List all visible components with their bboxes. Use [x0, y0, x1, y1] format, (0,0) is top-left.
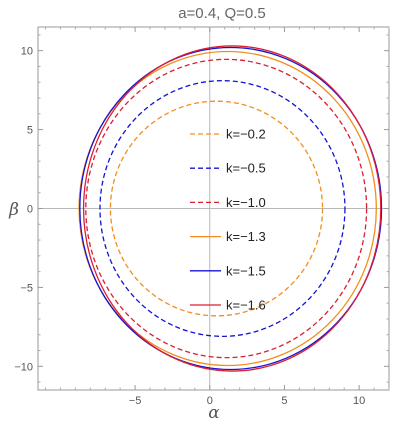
curves-group [78, 45, 383, 372]
legend-label-2: k=−0.5 [226, 161, 266, 176]
legend-label-4: k=−1.3 [226, 229, 266, 244]
axes-lines [38, 27, 389, 390]
legend-label-5: k=−1.5 [226, 263, 266, 278]
y-tick-label: 5 [27, 125, 33, 137]
series-curve-3 [85, 58, 368, 359]
x-axis-title: α [208, 403, 220, 423]
legend-label-6: k=−1.6 [226, 298, 266, 313]
y-tick-label: −5 [20, 282, 33, 294]
x-tick-label: 5 [281, 395, 287, 407]
chart-title: a=0.4, Q=0.5 [178, 5, 266, 22]
y-tick-label: 0 [27, 204, 33, 216]
y-tick-label: 10 [21, 46, 33, 58]
ticks-group: −5 0 5 10 −10 −5 0 5 10 [14, 27, 390, 407]
x-tick-label: −5 [129, 395, 142, 407]
y-axis-title: β [8, 200, 19, 220]
legend: k=−0.2 k=−0.5 k=−1.0 k=−1.3 k=−1.5 k=−1.6 [190, 127, 266, 313]
series-curve-2 [99, 80, 346, 337]
x-tick-label: 0 [207, 395, 213, 407]
series-curve-4 [78, 50, 377, 367]
series-curve-6 [82, 45, 382, 372]
series-curve-1 [109, 100, 324, 317]
x-tick-label: 10 [353, 395, 365, 407]
series-curve-5 [79, 46, 383, 371]
legend-label-3: k=−1.0 [226, 195, 266, 210]
legend-label-1: k=−0.2 [226, 127, 266, 142]
y-tick-label: −10 [14, 361, 33, 373]
